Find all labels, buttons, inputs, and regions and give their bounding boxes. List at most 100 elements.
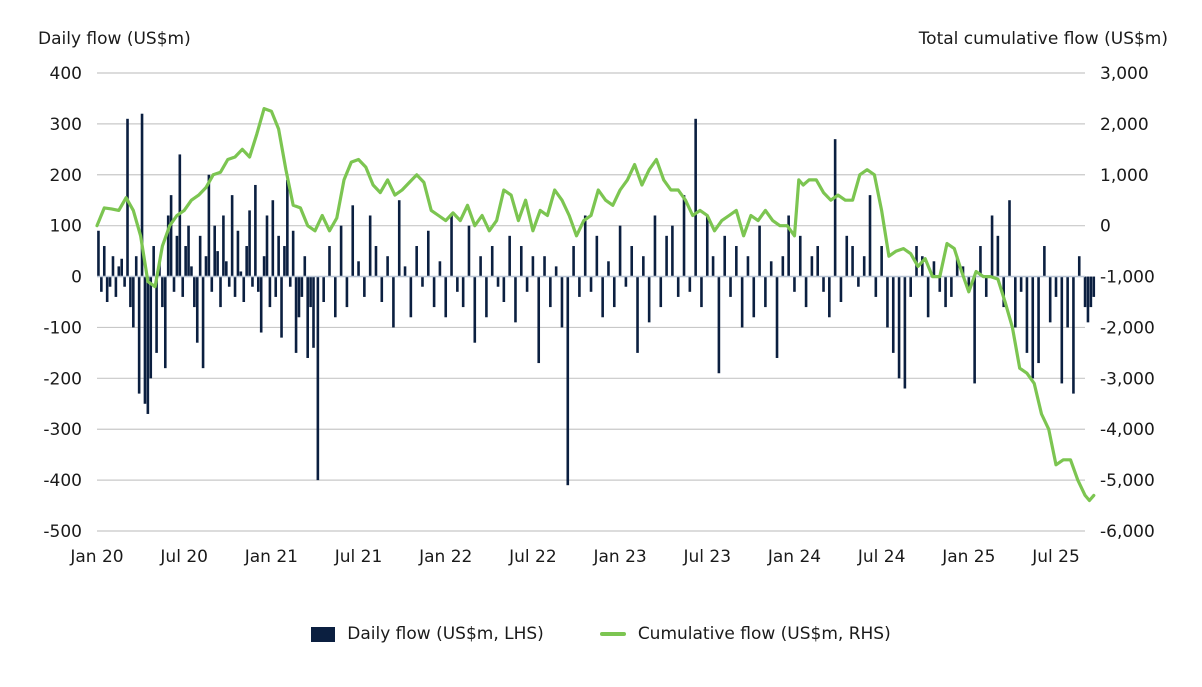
cumulative-flow-line (95, 106, 1096, 503)
daily-flow-bar (351, 205, 355, 277)
daily-flow-bar (268, 276, 272, 308)
daily-flow-bar (583, 215, 587, 277)
daily-flow-bar (694, 118, 697, 277)
daily-flow-bar (303, 256, 307, 277)
legend-label-daily-flow: Daily flow (US$m, LHS) (347, 624, 544, 644)
left-tick-label: -100 (43, 318, 82, 338)
daily-flow-bar (178, 154, 182, 277)
daily-flow-bar (700, 276, 703, 308)
daily-flow-bar (624, 276, 628, 287)
daily-flow-bar (161, 276, 164, 308)
daily-flow-bar (254, 184, 257, 277)
daily-flow-bar (333, 276, 337, 318)
right-tick-label: 1,000 (1100, 166, 1149, 186)
daily-flow-bar (688, 276, 692, 292)
daily-flow-bar (1077, 256, 1081, 277)
daily-flow-bar (891, 276, 895, 353)
daily-flow-bar (705, 215, 709, 277)
x-axis-ticks: Jan 20 Jul 20 Jan 21 Jul 21 Jan 22 Jul 22 Jan … (69, 547, 1079, 567)
daily-flow-bar (979, 246, 982, 277)
daily-flow-bar (120, 258, 124, 277)
daily-flow-bar (143, 276, 147, 404)
daily-flow-bar (921, 256, 924, 277)
daily-flow-bar (944, 276, 947, 308)
daily-flow-bar (166, 215, 170, 277)
gridlines (97, 72, 1085, 532)
daily-flow-bar (1066, 276, 1069, 328)
x-tick-label: Jul 25 (1031, 547, 1080, 567)
daily-flow-bar (222, 215, 225, 277)
left-tick-label: -200 (43, 369, 82, 389)
daily-flow-bar (280, 276, 283, 338)
daily-flow-bar (996, 235, 1000, 277)
daily-flow-bar (601, 276, 604, 318)
daily-flow-bar (880, 246, 883, 277)
daily-flow-bar (187, 225, 190, 277)
right-tick-label: -4,000 (1100, 420, 1155, 440)
daily-flow-bar (659, 276, 663, 308)
daily-flow-bar (787, 215, 790, 277)
daily-flow-bar (862, 256, 866, 277)
daily-flow-bar (1083, 276, 1087, 308)
daily-flow-bar (172, 276, 176, 292)
left-axis-title: Daily flow (US$m) (38, 29, 191, 49)
daily-flow-bar (467, 225, 471, 277)
daily-flow-bar (216, 251, 219, 277)
daily-flow-bar (291, 230, 295, 277)
daily-flow-bar (926, 276, 930, 318)
daily-flow-bar (210, 276, 214, 292)
x-tick-label: Jan 21 (244, 547, 298, 567)
daily-flow-bar (769, 261, 773, 277)
chart-svg: Daily flow (US$m) Total cumulative flow … (38, 29, 1168, 567)
daily-flow-bar (636, 276, 639, 353)
daily-flow-bar (496, 276, 500, 287)
x-tick-label: Jan 23 (592, 547, 646, 567)
daily-flow-bar (508, 235, 511, 277)
daily-flow-bar (108, 276, 112, 287)
daily-flow-bar (1002, 276, 1005, 308)
daily-flow-bar (345, 276, 349, 308)
daily-flow-bar (519, 246, 523, 277)
daily-flow-bar (572, 246, 575, 277)
daily-flow-bar (810, 256, 814, 277)
daily-flow-bar (111, 256, 115, 277)
daily-flow-bar (380, 276, 384, 302)
daily-flow-bar (426, 230, 430, 277)
daily-flow-bar (114, 276, 118, 297)
daily-flow-bar (758, 225, 761, 277)
daily-flow-bar (618, 225, 622, 277)
daily-flow-bar (421, 276, 424, 287)
daily-flow-bar (1092, 276, 1096, 297)
daily-flow-bar (409, 276, 413, 318)
daily-flow-bar (432, 276, 436, 308)
daily-flow-bar (886, 276, 889, 328)
daily-flow-bar (833, 139, 837, 277)
daily-flow-bar (256, 276, 260, 292)
daily-flow-bar (306, 276, 309, 358)
daily-flow-bar (259, 276, 263, 333)
daily-flow-bar (309, 276, 312, 308)
daily-flow-bar (955, 256, 959, 277)
daily-flow-bar (288, 276, 292, 287)
daily-flow-bar (1025, 276, 1029, 353)
right-tick-label: 3,000 (1100, 64, 1149, 84)
x-tick-label: Jul 24 (857, 547, 906, 567)
daily-flow-bar (129, 276, 132, 308)
daily-flow-bar (735, 246, 738, 277)
daily-flow-bar (283, 246, 286, 277)
daily-flow-bar (723, 235, 727, 277)
x-tick-label: Jan 22 (418, 547, 472, 567)
daily-flow-bar (729, 276, 732, 297)
daily-flow-bar (717, 276, 721, 374)
daily-flow-bar (233, 276, 237, 297)
daily-flow-bar (740, 276, 744, 328)
daily-flow-bar (1086, 276, 1090, 323)
daily-flow-bar (207, 174, 211, 277)
daily-flow-bar (444, 276, 448, 318)
daily-flow-bar (277, 235, 280, 277)
daily-flow-bar (909, 276, 912, 297)
daily-flow-bar (502, 276, 506, 302)
daily-flow-bar (967, 276, 971, 292)
daily-flow-bar (775, 276, 779, 358)
left-tick-label: 100 (50, 217, 82, 237)
